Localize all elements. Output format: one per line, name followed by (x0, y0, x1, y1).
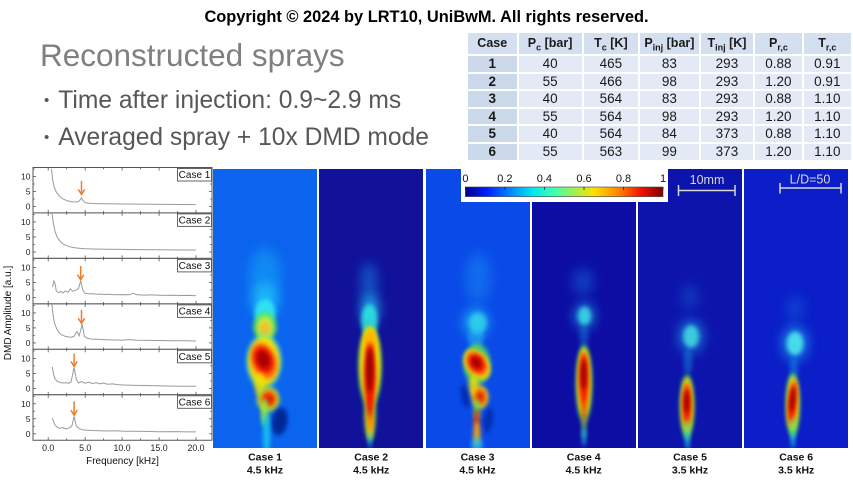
svg-text:Case 2: Case 2 (179, 216, 211, 227)
svg-text:Case 6: Case 6 (779, 452, 813, 464)
svg-text:5: 5 (26, 187, 31, 197)
svg-text:Case 4: Case 4 (567, 452, 601, 464)
svg-text:4.5 kHz: 4.5 kHz (247, 465, 283, 477)
svg-text:0: 0 (26, 202, 31, 212)
svg-text:0: 0 (26, 293, 31, 303)
svg-text:Case 5: Case 5 (673, 452, 707, 464)
svg-text:15.0: 15.0 (151, 443, 168, 453)
svg-text:5: 5 (26, 323, 31, 333)
svg-text:Case 1: Case 1 (179, 170, 211, 181)
svg-text:Case 4: Case 4 (179, 307, 211, 318)
svg-text:Case 6: Case 6 (179, 397, 211, 408)
svg-text:0: 0 (26, 383, 31, 393)
svg-text:4.5 kHz: 4.5 kHz (566, 465, 602, 477)
svg-text:20.0: 20.0 (187, 443, 204, 453)
svg-text:3.5 kHz: 3.5 kHz (672, 465, 708, 477)
svg-text:10: 10 (21, 263, 31, 273)
svg-text:0: 0 (26, 247, 31, 257)
svg-text:10: 10 (21, 217, 31, 227)
svg-text:0: 0 (462, 173, 468, 185)
svg-text:4.5 kHz: 4.5 kHz (459, 465, 495, 477)
svg-text:5: 5 (26, 414, 31, 424)
svg-text:5: 5 (26, 232, 31, 242)
svg-text:10mm: 10mm (690, 173, 725, 187)
svg-text:0.2: 0.2 (497, 173, 512, 185)
svg-text:10: 10 (21, 353, 31, 363)
svg-text:5.0: 5.0 (79, 443, 91, 453)
svg-text:Case 1: Case 1 (248, 452, 282, 464)
svg-text:0.6: 0.6 (576, 173, 591, 185)
svg-text:Case 3: Case 3 (179, 261, 211, 272)
svg-text:10.0: 10.0 (114, 443, 131, 453)
svg-text:0: 0 (26, 429, 31, 439)
svg-text:0.8: 0.8 (616, 173, 631, 185)
svg-text:3.5 kHz: 3.5 kHz (778, 465, 814, 477)
svg-text:L/D=50: L/D=50 (790, 173, 831, 187)
svg-text:DMD Amplitude [a.u.]: DMD Amplitude [a.u.] (3, 266, 14, 361)
svg-text:10: 10 (21, 399, 31, 409)
svg-text:5: 5 (26, 278, 31, 288)
svg-text:Frequency [kHz]: Frequency [kHz] (86, 456, 159, 467)
svg-text:10: 10 (21, 172, 31, 182)
svg-text:0: 0 (26, 338, 31, 348)
svg-text:10: 10 (21, 308, 31, 318)
svg-text:0.0: 0.0 (42, 443, 54, 453)
svg-text:Case 3: Case 3 (461, 452, 495, 464)
svg-text:4.5 kHz: 4.5 kHz (353, 465, 389, 477)
svg-text:1: 1 (660, 173, 666, 185)
svg-text:Case 5: Case 5 (179, 352, 211, 363)
svg-text:0.4: 0.4 (537, 173, 552, 185)
svg-text:Case 2: Case 2 (354, 452, 388, 464)
svg-text:5: 5 (26, 368, 31, 378)
